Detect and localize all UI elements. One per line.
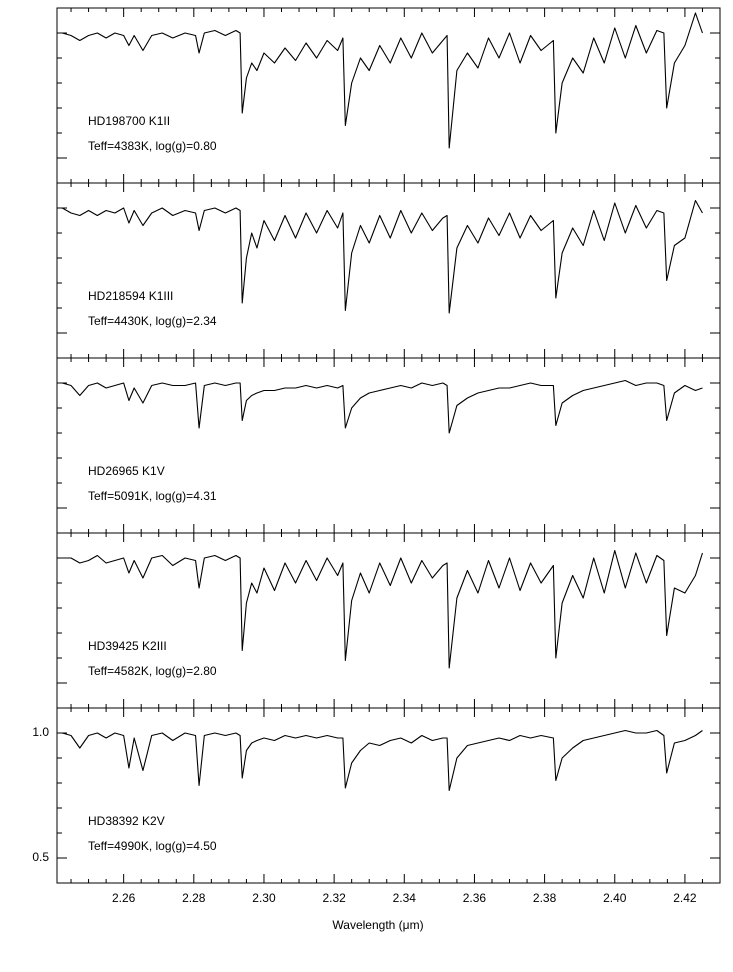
spectrum-line [61, 199, 703, 314]
x-tick-label: 2.36 [463, 891, 487, 905]
x-tick-label: 2.40 [603, 891, 627, 905]
spectrum-line [62, 379, 703, 434]
panel-frame [56, 707, 721, 884]
annotation: HD38392 K2V [88, 814, 165, 828]
panel-frame [56, 182, 721, 359]
x-tick-label: 2.34 [393, 891, 417, 905]
y-tick-label: 0.5 [32, 850, 49, 864]
annotation: HD198700 K1II [88, 114, 170, 128]
x-tick-label: 2.26 [112, 891, 136, 905]
annotation: HD39425 K2III [88, 639, 167, 653]
x-tick-label: 2.32 [322, 891, 346, 905]
annotation: Teff=4430K, log(g)=2.34 [88, 314, 217, 328]
spectrum-line [62, 549, 703, 669]
annotation: HD218594 K1III [88, 289, 173, 303]
spectrum-line [62, 729, 703, 792]
x-tick-label: 2.28 [182, 891, 206, 905]
annotation: Teff=4582K, log(g)=2.80 [88, 664, 217, 678]
annotation: HD26965 K1V [88, 464, 165, 478]
x-tick-label: 2.38 [533, 891, 557, 905]
spectrum-line [62, 12, 703, 149]
annotation: Teff=5091K, log(g)=4.31 [88, 489, 217, 503]
panel-frame [56, 532, 721, 709]
x-tick-label: 2.42 [673, 891, 697, 905]
x-axis-label: Wavelength (μm) [332, 918, 423, 932]
annotation: Teff=4383K, log(g)=0.80 [88, 139, 217, 153]
annotation: Teff=4990K, log(g)=4.50 [88, 839, 217, 853]
x-tick-label: 2.30 [252, 891, 276, 905]
y-tick-label: 1.0 [32, 725, 49, 739]
